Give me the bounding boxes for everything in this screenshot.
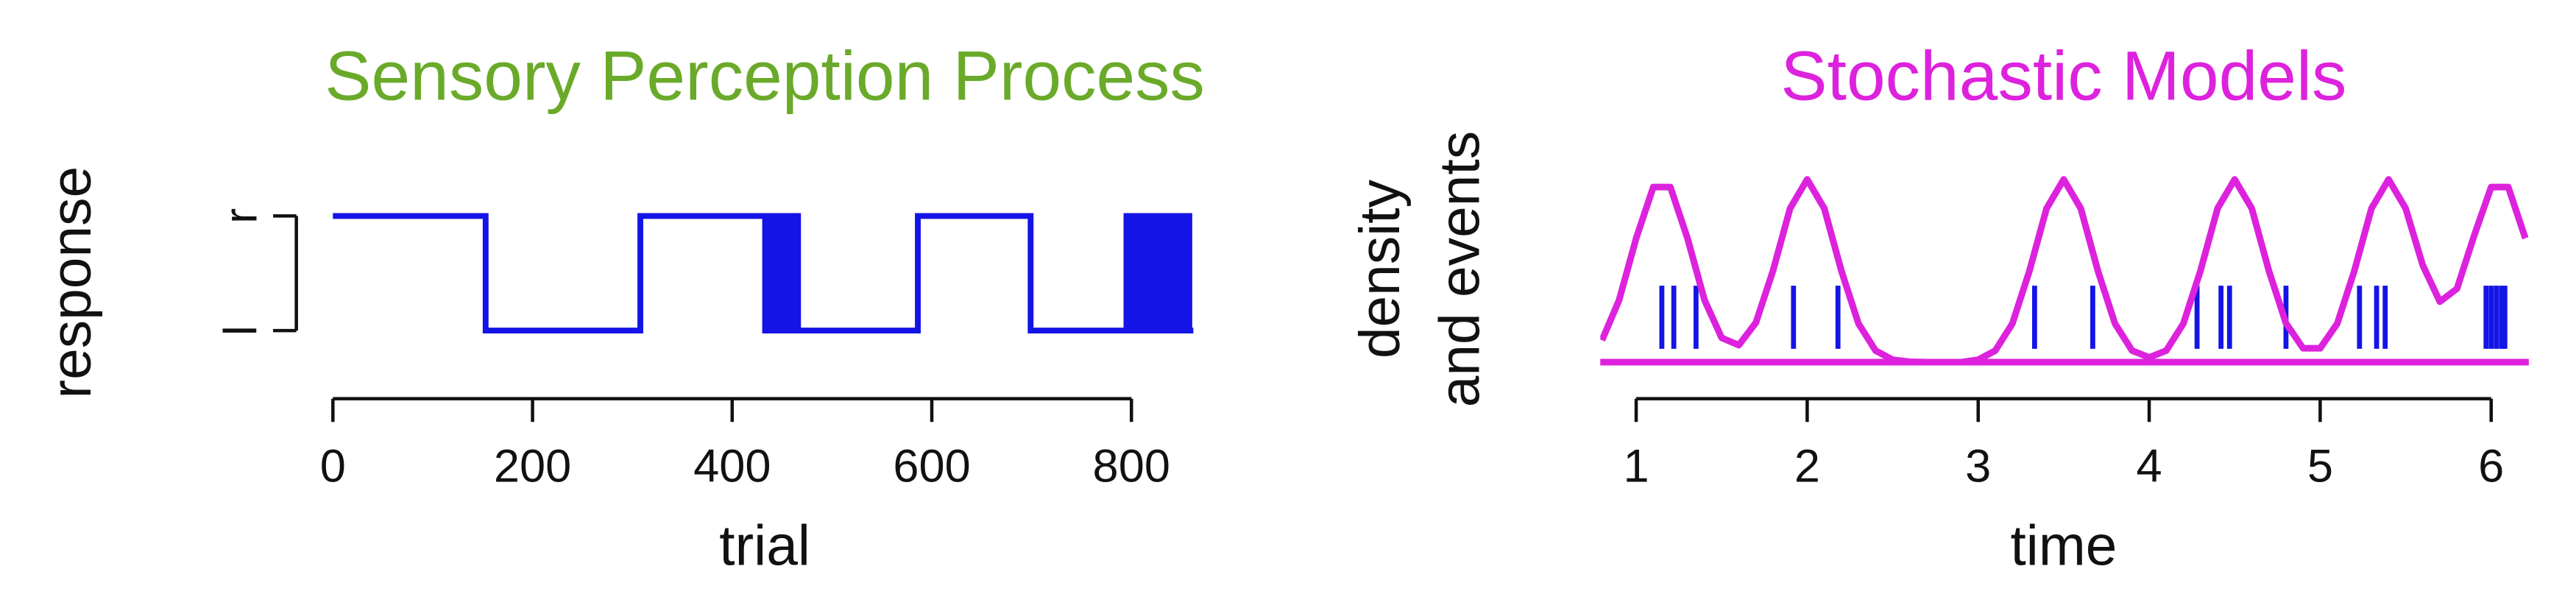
x-tick-label: 4 xyxy=(2136,440,2162,492)
y-axis-label: response xyxy=(40,166,103,399)
x-tick-label: 600 xyxy=(893,440,970,492)
step-line xyxy=(333,213,1194,334)
y-tick-label: r xyxy=(216,208,267,224)
x-tick-label: 0 xyxy=(320,440,346,492)
density-curve xyxy=(1600,176,2529,366)
x-axis-label: trial xyxy=(719,515,810,577)
y-axis-label: density xyxy=(1349,179,1412,358)
chart-title: Stochastic Models xyxy=(1780,37,2346,115)
y-tick-label: l xyxy=(216,325,267,336)
x-tick-label: 2 xyxy=(1794,440,1820,492)
y-axis-label: and events xyxy=(1429,131,1492,407)
x-tick-label: 400 xyxy=(693,440,771,492)
x-axis-label: time xyxy=(2010,515,2117,577)
x-tick-label: 200 xyxy=(494,440,571,492)
x-tick-label: 5 xyxy=(2307,440,2333,492)
x-tick-label: 800 xyxy=(1093,440,1170,492)
chart-title: Sensory Perception Process xyxy=(325,37,1205,115)
x-tick-label: 1 xyxy=(1623,440,1649,492)
x-tick-label: 3 xyxy=(1965,440,1991,492)
x-tick-label: 6 xyxy=(2478,440,2504,492)
